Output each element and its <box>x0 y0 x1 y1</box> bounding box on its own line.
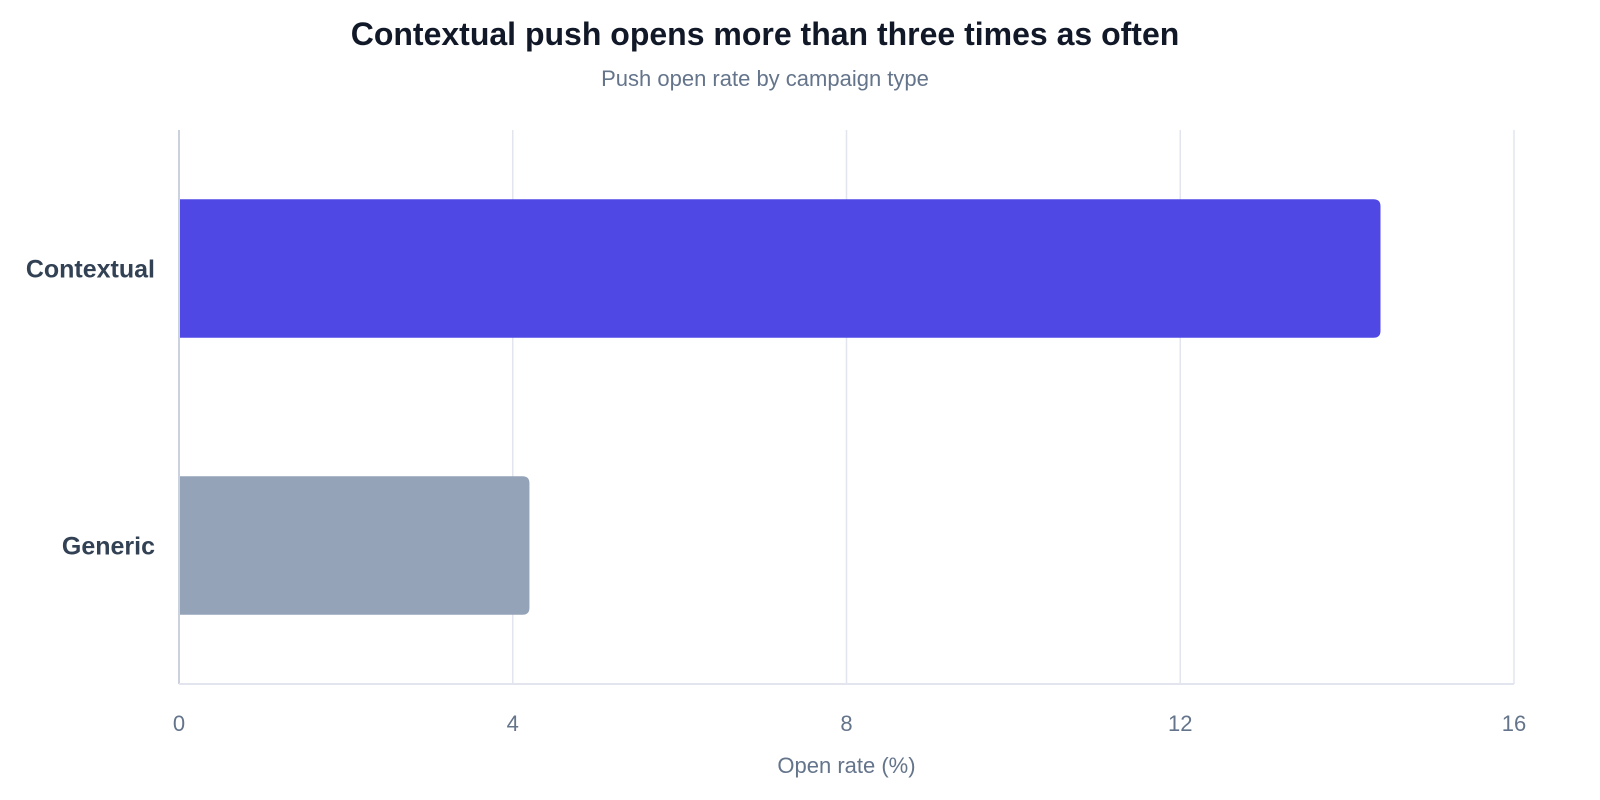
axes <box>178 130 1514 685</box>
x-tick-label: 12 <box>1168 711 1192 736</box>
x-tick-label: 8 <box>840 711 852 736</box>
x-axis-title: Open rate (%) <box>777 753 915 778</box>
category-label: Contextual <box>26 256 155 284</box>
bar-generic <box>179 476 530 615</box>
labels: Contextual Generic 0 4 8 12 16 Open rate (%) <box>26 256 1526 779</box>
x-tick-label: 4 <box>507 711 519 736</box>
category-label: Generic <box>62 533 155 561</box>
chart-subtitle: Push open rate by campaign type <box>601 66 929 91</box>
chart-title: Contextual push opens more than three ti… <box>350 16 1180 52</box>
bar-contextual <box>179 199 1381 338</box>
x-tick-label: 16 <box>1502 711 1526 736</box>
x-tick-label: 0 <box>173 711 185 736</box>
bars <box>179 199 1381 615</box>
